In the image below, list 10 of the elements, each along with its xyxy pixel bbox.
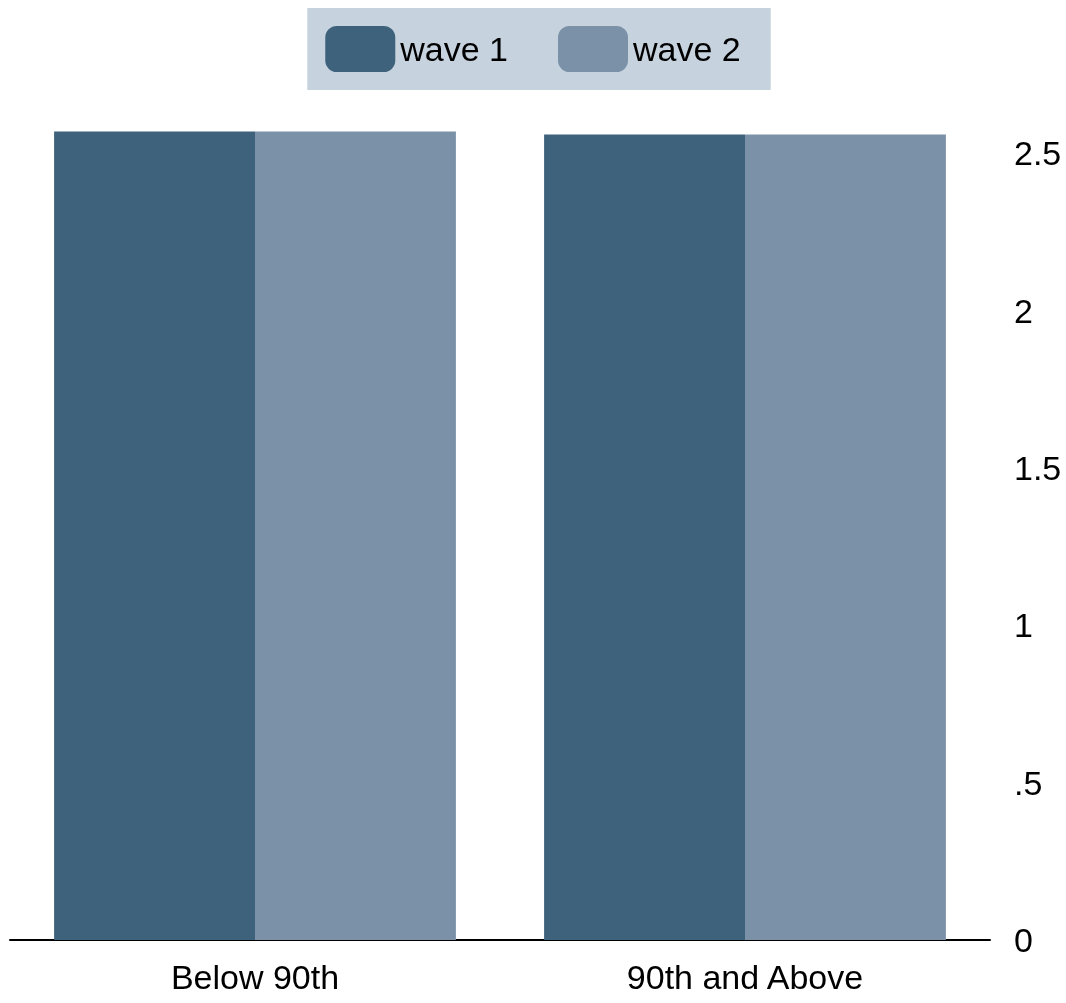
y-tick-label: 0 (1014, 921, 1033, 959)
y-tick-label: 1 (1014, 606, 1033, 645)
y-tick-label: .5 (1014, 763, 1043, 802)
y-tick-label: 2.5 (1014, 134, 1062, 173)
x-tick-label: 90th and Above (626, 958, 864, 996)
legend-label: wave 1 (399, 30, 509, 68)
y-tick-label: 1.5 (1014, 449, 1062, 488)
x-tick-label: Below 90th (170, 958, 340, 996)
y-tick-label: 2 (1014, 291, 1033, 330)
legend-label: wave 2 (632, 30, 741, 68)
